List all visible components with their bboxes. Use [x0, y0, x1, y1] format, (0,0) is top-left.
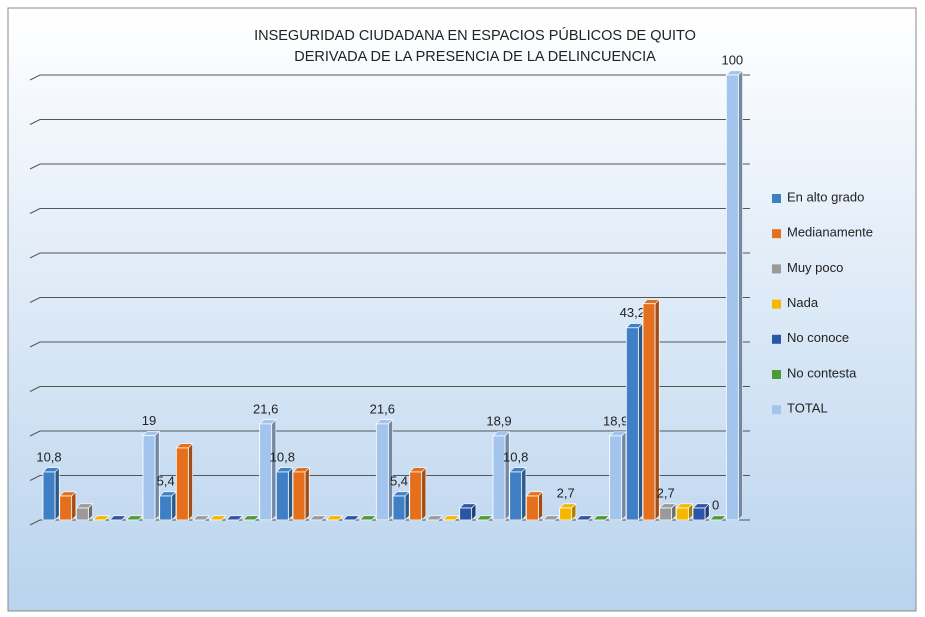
bar [42, 471, 56, 521]
data-label: 19 [142, 413, 156, 428]
grid-line [29, 297, 750, 303]
bar [625, 327, 639, 521]
bar-side [288, 467, 293, 521]
legend-swatch [772, 264, 781, 274]
chart-title: DERIVADA DE LA PRESENCIA DE LA DELINCUEN… [294, 49, 656, 65]
legend-label: Nada [787, 295, 819, 310]
data-label: 5,4 [390, 473, 408, 488]
bar [159, 495, 173, 521]
data-label: 21,6 [253, 401, 278, 416]
data-label: 0 [712, 497, 719, 512]
bar [142, 435, 156, 521]
bar-side [504, 430, 510, 521]
grid-line [29, 252, 750, 259]
data-label: 10,8 [503, 449, 528, 464]
bar-side [71, 491, 77, 521]
grid-line [29, 208, 750, 214]
bar [275, 471, 289, 521]
grid-line [29, 74, 750, 81]
data-label: 18,9 [603, 413, 628, 428]
bar [642, 303, 656, 521]
legend-swatch [772, 405, 781, 415]
legend-label: TOTAL [787, 401, 828, 416]
bar [392, 495, 406, 521]
grid-line [29, 119, 750, 125]
bar [509, 471, 523, 521]
data-label: 100 [721, 52, 743, 67]
legend-swatch [772, 194, 781, 203]
bar-side [404, 491, 410, 521]
bar-side [421, 467, 427, 521]
bar-side [388, 418, 393, 521]
bar [659, 507, 673, 521]
grid-line [29, 386, 750, 392]
legend-label: Medianamente [787, 225, 873, 240]
grid-line [29, 430, 750, 437]
chart-frame [7, 7, 917, 612]
data-label: 10,8 [36, 449, 61, 464]
bar [525, 495, 539, 521]
data-label: 2,7 [557, 485, 575, 500]
data-label: 21,6 [370, 401, 395, 416]
bar-side [521, 467, 527, 521]
legend-label: No conoce [787, 330, 849, 345]
bar [292, 471, 306, 521]
bar-side [538, 491, 543, 521]
legend-label: No contesta [787, 365, 857, 380]
legend-label: En alto grado [787, 189, 864, 204]
bar [175, 447, 189, 521]
legend-swatch [772, 299, 781, 309]
bar [675, 507, 689, 521]
bar [259, 423, 273, 521]
bar [409, 471, 423, 521]
bar [492, 435, 506, 521]
bar-side [621, 430, 627, 521]
bar [59, 495, 73, 521]
data-label: 5,4 [157, 473, 175, 488]
data-label: 43,2 [620, 305, 645, 320]
grid-line [29, 341, 750, 348]
legend-swatch [772, 229, 781, 239]
data-label: 10,8 [270, 449, 295, 464]
bar-side [54, 467, 60, 521]
bar [375, 423, 389, 521]
bar [75, 507, 89, 521]
bar [609, 435, 623, 521]
bar-side [738, 70, 743, 521]
bar-side [304, 467, 310, 521]
bar-side [188, 442, 193, 521]
data-label: 2,7 [657, 485, 675, 500]
bar-side [271, 418, 277, 521]
data-label: 18,9 [486, 413, 511, 428]
legend-swatch [772, 334, 781, 344]
legend-swatch [772, 370, 781, 379]
bar [725, 74, 739, 521]
grid-line [29, 163, 750, 170]
bar-side [638, 322, 643, 521]
bar [559, 507, 573, 521]
bar-side [171, 491, 177, 521]
legend-label: Muy poco [787, 260, 843, 275]
bar [459, 507, 473, 521]
bar [692, 507, 706, 521]
chart-title: INSEGURIDAD CIUDADANA EN ESPACIOS PÚBLIC… [254, 27, 696, 44]
